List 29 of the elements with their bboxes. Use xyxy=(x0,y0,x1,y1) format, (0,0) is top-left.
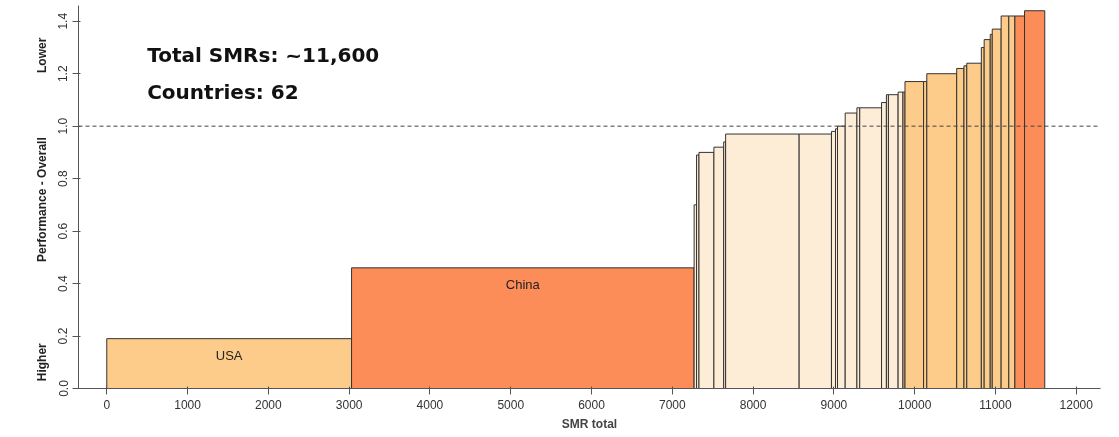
y-tick-label: 1.2 xyxy=(56,65,71,83)
x-tick-label: 10000 xyxy=(898,397,932,412)
y-tick-label: 0.6 xyxy=(56,222,71,240)
x-tick-label: 11000 xyxy=(979,397,1013,412)
annotation: USA xyxy=(215,348,243,364)
x-tick-label: 6000 xyxy=(578,397,606,412)
x-tick-label: 8000 xyxy=(739,397,767,412)
x-tick-label: 0 xyxy=(103,397,111,412)
x-tick-label: 4000 xyxy=(416,397,444,412)
x-tick-label: 9000 xyxy=(820,397,848,412)
y-tick-label: 0.0 xyxy=(56,379,71,397)
x-tick-label: 1000 xyxy=(174,397,202,412)
x-tick-label: 7000 xyxy=(658,397,686,412)
y-axis-title: Performance - Overall xyxy=(35,137,50,262)
text: Lower xyxy=(35,37,50,74)
x-tick-label: 5000 xyxy=(497,397,525,412)
annotation: Countries: 62 xyxy=(147,80,299,105)
y-tick-label: 0.8 xyxy=(56,169,71,187)
x-tick-label: 3000 xyxy=(335,397,363,412)
y-tick-label: 1.0 xyxy=(56,117,71,135)
x-tick-label: 2000 xyxy=(255,397,283,412)
y-tick-label: 0.2 xyxy=(56,327,71,345)
y-tick-label: 1.4 xyxy=(56,12,71,30)
x-axis-title: SMR total xyxy=(561,416,618,431)
y-tick-label: 0.4 xyxy=(56,274,71,292)
x-tick-label: 12000 xyxy=(1059,397,1094,412)
text: Higher xyxy=(35,342,50,382)
annotation: Total SMRs: ~11,600 xyxy=(147,43,380,68)
annotation: China xyxy=(505,277,541,293)
